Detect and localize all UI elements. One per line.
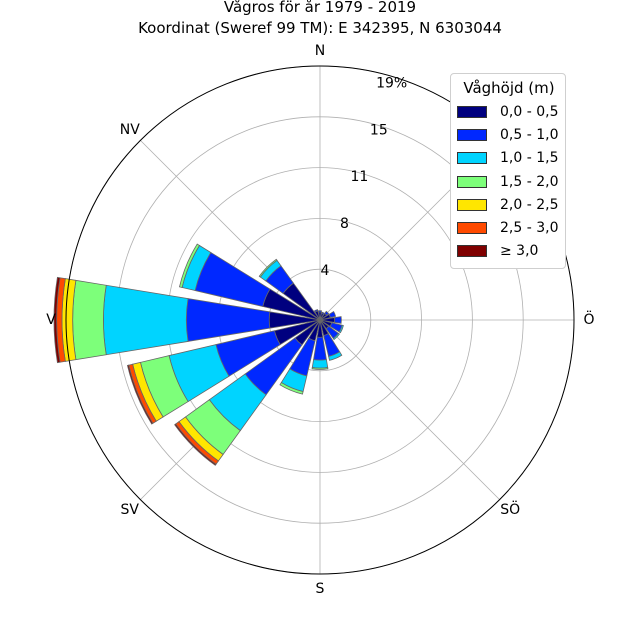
legend-entry: 1,5 - 2,0 bbox=[457, 172, 558, 192]
bar-NO-1 bbox=[324, 310, 330, 316]
legend-entry: 0,5 - 1,0 bbox=[457, 125, 558, 145]
bar-NV-3 bbox=[258, 258, 278, 278]
bar-V-6 bbox=[53, 276, 61, 364]
bar-NNO-1 bbox=[321, 311, 325, 315]
legend-entry: 0,0 - 0,5 bbox=[457, 102, 558, 122]
compass-label: S bbox=[316, 581, 325, 597]
bar-S-3 bbox=[311, 367, 329, 370]
radial-tick-label: 4 bbox=[321, 263, 330, 279]
rose-bars bbox=[53, 243, 344, 466]
bar-SSO-2 bbox=[328, 351, 343, 361]
legend-label: 1,0 - 1,5 bbox=[500, 150, 559, 167]
legend: Våghöjd (m) 0,0 - 0,5 0,5 - 1,0 1,0 - 1,5 1… bbox=[450, 73, 566, 269]
legend-label: 0,0 - 0,5 bbox=[500, 104, 559, 120]
legend-entry: 2,5 - 3,0 bbox=[457, 218, 558, 238]
legend-swatch bbox=[457, 175, 487, 188]
legend-entry: ≥ 3,0 bbox=[457, 241, 538, 261]
legend-entry: 2,0 - 2,5 bbox=[457, 195, 558, 215]
radial-tick-label: 19% bbox=[376, 75, 407, 91]
legend-entry: 1,0 - 1,5 bbox=[457, 148, 558, 168]
radial-tick-label: 15 bbox=[370, 122, 388, 138]
bar-V-3 bbox=[72, 279, 107, 361]
polar-frame bbox=[65, 65, 575, 575]
chart-subtitle: Koordinat (Sweref 99 TM): E 342395, N 63… bbox=[138, 19, 502, 37]
bar-SO-2 bbox=[332, 332, 341, 341]
bar-V-2 bbox=[103, 284, 189, 356]
compass-label: NV bbox=[120, 122, 140, 138]
bar-N-1 bbox=[318, 310, 322, 313]
legend-swatch bbox=[457, 222, 487, 234]
compass-label: Ö bbox=[583, 310, 594, 328]
legend-label: 2,5 - 3,0 bbox=[500, 220, 559, 236]
legend-title: Våghöjd (m) bbox=[463, 79, 555, 97]
radial-tick-label: 8 bbox=[340, 216, 349, 232]
chart-title: Vågros för år 1979 - 2019 bbox=[223, 0, 417, 16]
legend-swatch bbox=[457, 245, 487, 258]
legend-swatch bbox=[457, 152, 487, 165]
radial-tick-label: 11 bbox=[350, 169, 368, 185]
bar-Ö-1 bbox=[334, 316, 342, 324]
bar-NNV-1 bbox=[313, 309, 319, 313]
bar-S-2 bbox=[311, 359, 329, 369]
legend-label: 1,5 - 2,0 bbox=[500, 173, 559, 190]
legend-swatch bbox=[457, 198, 487, 211]
legend-swatch bbox=[457, 129, 487, 142]
bar-OSO-2 bbox=[338, 324, 344, 334]
legend-swatch bbox=[457, 106, 487, 118]
legend-label: 2,0 - 2,5 bbox=[500, 196, 559, 213]
compass-label: SÖ bbox=[500, 500, 520, 518]
bar-SV-6 bbox=[174, 423, 217, 466]
compass-label: V bbox=[46, 312, 56, 328]
bar-VNV-3 bbox=[178, 243, 201, 288]
grid-spoke bbox=[319, 319, 500, 500]
compass-label: SV bbox=[121, 502, 140, 518]
bar-ONO-1 bbox=[328, 311, 337, 319]
legend-label: ≥ 3,0 bbox=[500, 243, 539, 260]
bar-SSV-3 bbox=[279, 381, 304, 395]
legend-label: 0,5 - 1,0 bbox=[500, 127, 559, 144]
bar-VSV-6 bbox=[126, 364, 154, 425]
compass-label: N bbox=[315, 43, 325, 59]
